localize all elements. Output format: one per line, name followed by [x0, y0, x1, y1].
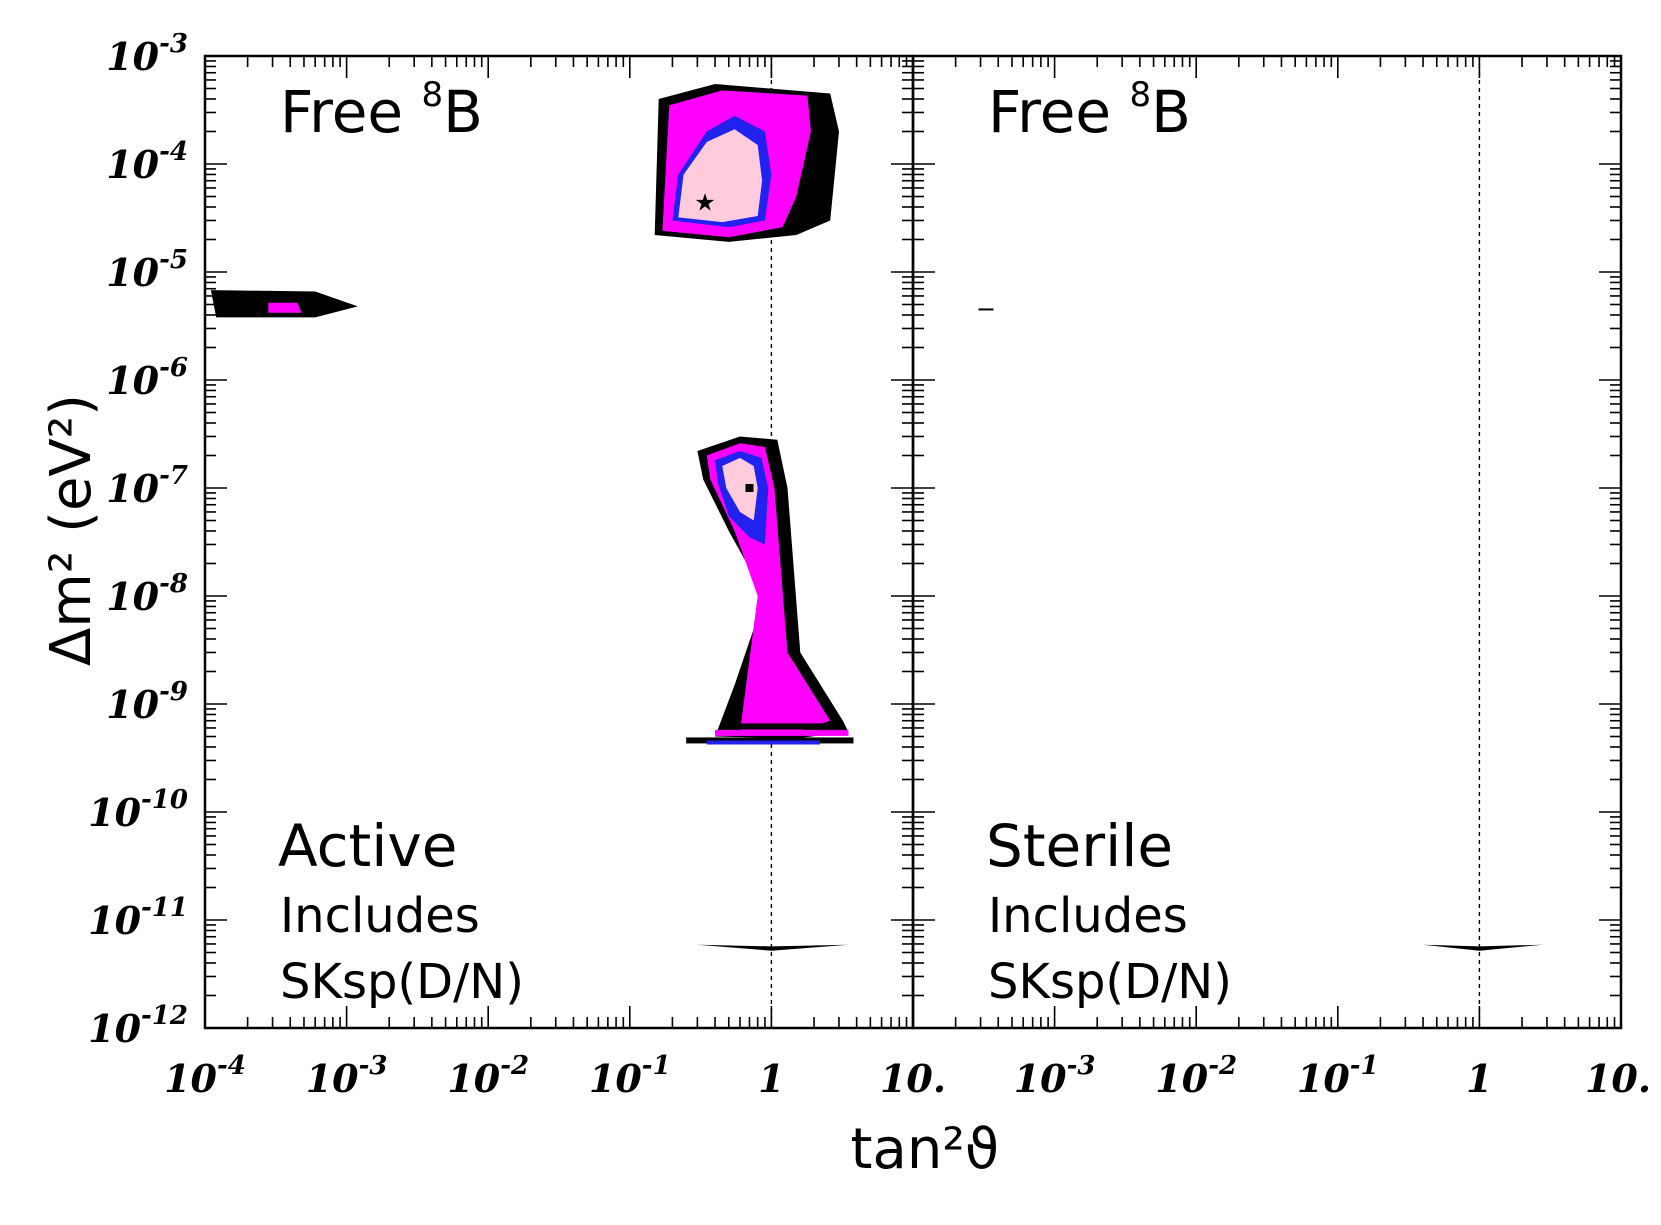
panel-title: Free 8B [280, 75, 483, 146]
y-axis-title: Δm² (eV²) [39, 394, 104, 666]
x-tick-label: 10-1 [589, 1051, 671, 1101]
panel-dataset-label: SKsp(D/N) [988, 954, 1232, 1010]
best-fit-dot [745, 484, 754, 492]
panels-layer: 10-310-410-510-610-710-810-910-1010-1110… [88, 29, 1651, 1101]
panel-title: Free 8B [988, 75, 1191, 146]
y-tick-label: 10-12 [88, 1001, 188, 1051]
y-tick-label: 10-8 [106, 569, 188, 619]
y-tick-label: 10-11 [88, 893, 188, 943]
x-tick-label: 10-4 [164, 1051, 246, 1101]
panel-mode-label: Active [278, 812, 457, 880]
y-tick-label: 10-6 [106, 353, 188, 403]
y-tick-label: 10-9 [106, 677, 188, 727]
x-tick-label: 10-1 [1297, 1051, 1379, 1101]
y-tick-label: 10-10 [88, 785, 188, 835]
x-tick-label: 10-3 [1014, 1051, 1096, 1101]
panel-includes-label: Includes [280, 888, 480, 944]
y-tick-label: 10-4 [106, 137, 188, 187]
y-tick-label: 10-3 [106, 29, 188, 79]
region-vac-contour [697, 944, 849, 951]
x-tick-label: 1 [1466, 1056, 1492, 1101]
x-tick-label: 10-2 [447, 1051, 529, 1101]
region-low-stripe [706, 740, 820, 745]
region-low-stripe [686, 737, 854, 744]
panel-1 [203, 54, 915, 1030]
best-fit-star: ★ [694, 188, 716, 216]
panel-mode-label: Sterile [986, 812, 1173, 880]
x-tick-label: 1 [758, 1056, 784, 1101]
panel-2 [911, 54, 1623, 1030]
plot-frame [911, 54, 1623, 1030]
y-tick-label: 10-7 [106, 461, 188, 511]
panel-includes-label: Includes [988, 888, 1188, 944]
x-tick-label: 10-2 [1155, 1051, 1237, 1101]
x-tick-label: 10. [880, 1056, 946, 1101]
x-axis-title: tan²ϑ [851, 1117, 1000, 1182]
x-tick-label: 10-3 [306, 1051, 388, 1101]
x-tick-label: 10. [1585, 1056, 1651, 1101]
y-tick-label: 10-5 [106, 245, 188, 295]
region-sma-contour [268, 302, 302, 313]
panel-dataset-label: SKsp(D/N) [280, 954, 524, 1010]
svg-text:Δm² (eV²): Δm² (eV²) [39, 394, 104, 666]
region-low-stripe [715, 729, 849, 736]
region-vac-contour [1423, 944, 1543, 951]
region-lma-contour [678, 129, 763, 223]
region-low-contour [722, 457, 758, 521]
region-low-stripe [728, 723, 839, 730]
